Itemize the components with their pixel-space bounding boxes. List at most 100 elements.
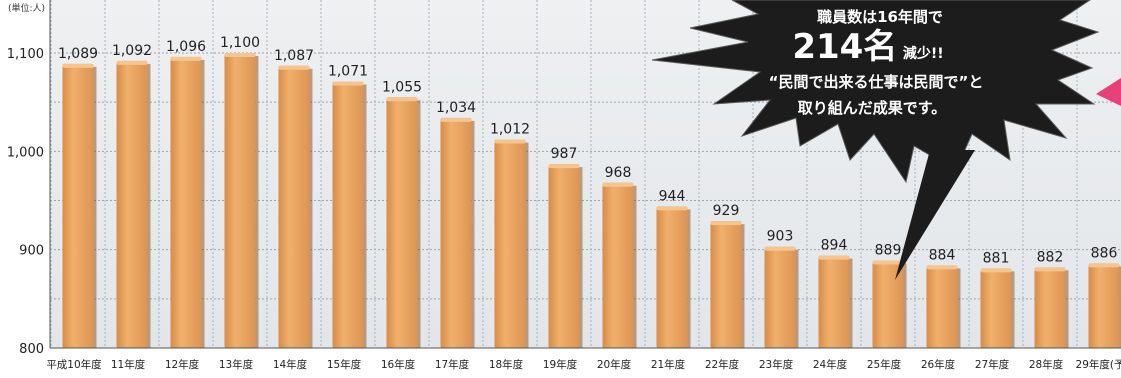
- callout-shape: [651, 0, 1100, 184]
- value-label: 1,034: [436, 100, 476, 116]
- value-label: 889: [875, 242, 902, 258]
- bar-top: [116, 60, 148, 65]
- callout-burst: 職員数は16年間で 214名 減少!! “民間で出来る仕事は民間で”と 取り組ん…: [651, 0, 1100, 280]
- pink-arrow-icon: [1096, 78, 1121, 106]
- bar-top: [872, 260, 904, 265]
- y-tick-label: 800: [19, 342, 44, 357]
- x-tick-label: 21年度: [651, 358, 686, 371]
- bar: [1088, 263, 1120, 348]
- x-tick-label: 19年度: [543, 358, 578, 371]
- value-label: 968: [605, 165, 632, 181]
- bar: [1034, 267, 1066, 348]
- x-tick-label: 24年度: [813, 358, 848, 371]
- x-tick-label: 25年度: [867, 358, 902, 371]
- x-tick-label: 22年度: [705, 358, 740, 371]
- bar: [278, 65, 310, 349]
- bar: [224, 53, 256, 348]
- y-tick-label: 1,100: [7, 47, 44, 62]
- x-tick-label: 29年度(予: [1076, 358, 1121, 371]
- value-label: 903: [767, 229, 794, 245]
- value-label: 884: [929, 247, 956, 263]
- bar-top: [656, 206, 688, 211]
- callout-line-1: 職員数は16年間で: [817, 8, 943, 26]
- bar-top: [1088, 263, 1120, 268]
- x-tick-label: 平成10年度: [46, 358, 102, 371]
- value-label: 1,087: [274, 48, 314, 64]
- bar-top: [710, 221, 742, 226]
- value-label: 944: [659, 188, 686, 204]
- bar: [440, 117, 472, 349]
- x-tick-label: 16年度: [381, 358, 416, 371]
- bar: [62, 63, 94, 349]
- callout-pointer: [895, 150, 975, 280]
- bar-top: [386, 97, 418, 102]
- value-label: 1,071: [328, 64, 368, 80]
- x-tick-label: 18年度: [489, 358, 524, 371]
- unit-label: (単位:人): [8, 2, 45, 14]
- x-axis-labels: 平成10年度 11年度 12年度 13年度 14年度 15年度 16年度 17年度 18年度 19…: [46, 358, 1121, 371]
- x-tick-label: 20年度: [597, 358, 632, 371]
- bar-top: [1034, 267, 1066, 272]
- bar: [872, 260, 904, 348]
- bar: [548, 164, 580, 348]
- value-label: 1,089: [58, 46, 98, 62]
- bar: [980, 268, 1012, 348]
- value-label: 1,012: [490, 122, 530, 138]
- value-label: 886: [1091, 245, 1118, 261]
- bar-top: [980, 268, 1012, 273]
- bar: [710, 221, 742, 348]
- bar-top: [62, 63, 94, 68]
- bar-top: [602, 182, 634, 187]
- callout-line-4: 取り組んだ成果です。: [798, 99, 947, 117]
- bar: [170, 56, 202, 348]
- bar-top: [818, 255, 850, 260]
- y-tick-label: 900: [19, 244, 44, 259]
- value-label: 1,096: [166, 39, 206, 55]
- bar: [764, 246, 796, 348]
- bar: [818, 255, 850, 348]
- bar-top: [926, 265, 958, 270]
- y-tick-label: 1,000: [7, 145, 44, 160]
- callout-line-2: 214名 減少!!: [792, 27, 943, 67]
- bar-top: [224, 53, 256, 57]
- bar-top: [170, 56, 202, 61]
- bar: [116, 60, 148, 348]
- callout-number: 214名: [792, 27, 897, 67]
- bar-top: [494, 139, 526, 144]
- value-labels: 1,089 1,092 1,096 1,100 1,087 1,071 1,055 1,034…: [58, 35, 1117, 266]
- value-label: 1,100: [220, 35, 260, 51]
- bar-top: [548, 164, 580, 169]
- x-tick-label: 26年度: [921, 358, 956, 371]
- bar: [386, 97, 418, 348]
- axes: 800 900 1,000 1,100: [7, 0, 1121, 357]
- bar-top: [278, 65, 310, 70]
- value-label: 929: [713, 203, 740, 219]
- x-tick-label: 15年度: [327, 358, 362, 371]
- bar-top: [440, 117, 472, 122]
- value-label: 1,055: [382, 79, 422, 95]
- x-tick-label: 27年度: [975, 358, 1010, 371]
- bar: [926, 265, 958, 348]
- callout-decrease: 減少!!: [903, 45, 944, 62]
- callout-line-3: “民間で出来る仕事は民間で”と: [769, 73, 984, 91]
- value-label: 882: [1037, 249, 1064, 265]
- value-label: 881: [983, 250, 1010, 266]
- x-tick-label: 11年度: [111, 358, 146, 371]
- x-tick-label: 23年度: [759, 358, 794, 371]
- bar: [602, 182, 634, 348]
- value-label: 894: [821, 238, 848, 254]
- value-label: 987: [551, 146, 578, 162]
- bar-top: [764, 246, 796, 251]
- x-tick-label: 14年度: [273, 358, 308, 371]
- bar-top: [332, 81, 364, 86]
- bar: [656, 206, 688, 348]
- x-tick-label: 17年度: [435, 358, 470, 371]
- x-tick-label: 12年度: [165, 358, 200, 371]
- x-tick-label: 13年度: [219, 358, 254, 371]
- value-label: 1,092: [112, 43, 152, 59]
- x-tick-label: 28年度: [1029, 358, 1064, 371]
- bar: [332, 81, 364, 349]
- bar: [494, 139, 526, 348]
